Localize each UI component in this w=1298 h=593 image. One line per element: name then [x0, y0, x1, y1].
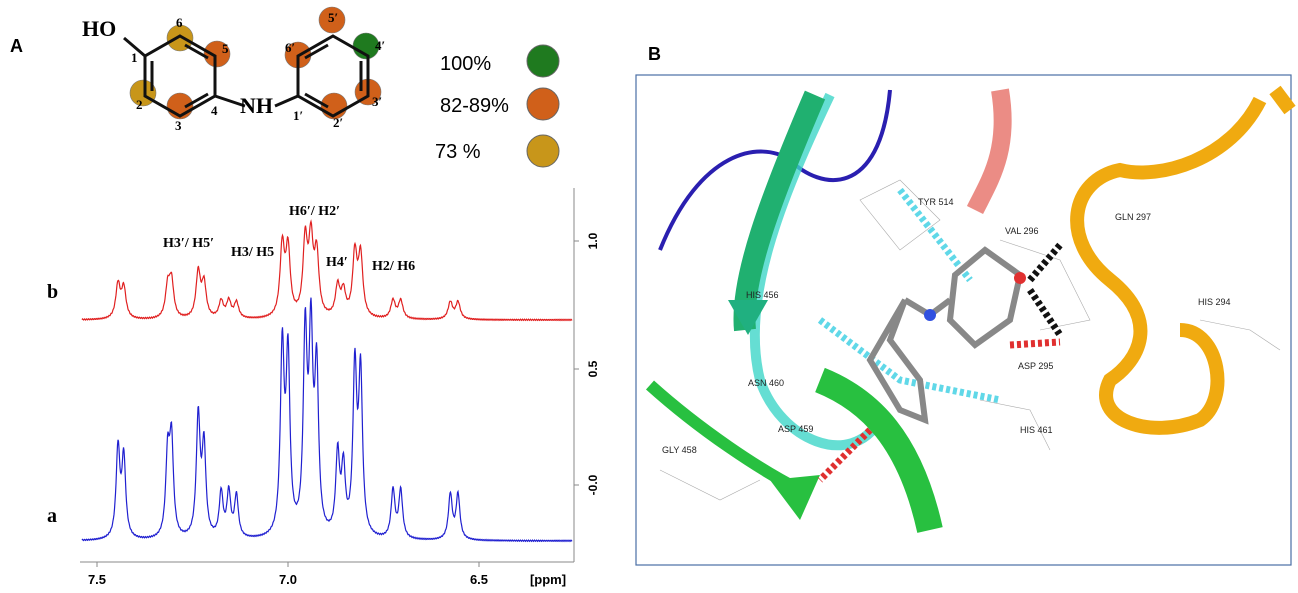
amine: NH	[240, 93, 273, 118]
y-ticks: 1.0 0.5 -0.0	[586, 232, 600, 495]
spectra-axes	[80, 188, 579, 567]
legend-label: 73 %	[435, 141, 481, 163]
residue-labels: TYR 514 VAL 296 GLN 297 HIS 456 HIS 294 …	[662, 197, 1231, 455]
position: 5	[222, 41, 229, 56]
residue-label: HIS 456	[746, 290, 779, 300]
position: 3′	[372, 94, 382, 109]
legend-label: 82-89%	[440, 95, 509, 117]
panel-label: A	[10, 36, 23, 56]
peak-label: H2/ H6	[372, 259, 415, 274]
residue-label: ASP 459	[778, 424, 813, 434]
legend-label: 100%	[440, 53, 491, 75]
position: 4′	[375, 38, 385, 53]
position: 5′	[328, 10, 338, 25]
residue-label: VAL 296	[1005, 226, 1039, 236]
panel-label: B	[648, 44, 661, 64]
position: 4	[211, 103, 218, 118]
y-tick-label: 1.0	[586, 232, 600, 249]
x-ticks: 7.5 7.0 6.5 [ppm]	[88, 572, 566, 587]
legend-swatch	[526, 44, 560, 78]
peak-label: H3′/ H5′	[163, 236, 214, 251]
residue-label: ASP 295	[1018, 361, 1053, 371]
trace-label: a	[47, 505, 57, 527]
position: 2	[136, 97, 143, 112]
trace-labels: b a H3′/ H5′ H3/ H5 H6′/ H2′ H4′ H2/ H6	[47, 204, 415, 527]
x-tick-label: 7.5	[88, 572, 106, 587]
ring-numbers: 1 2 3 4 5 6 1′ 2′ 3′ 4′ 5′ 6′	[131, 10, 385, 133]
residue-label: ASN 460	[748, 378, 784, 388]
spectrum-a	[81, 297, 573, 543]
y-tick-label: 0.5	[586, 360, 600, 377]
legend-swatch	[526, 87, 560, 121]
position: 2′	[333, 115, 343, 130]
trace-label: b	[47, 281, 58, 303]
x-tick-label: 7.0	[279, 572, 297, 587]
peak-label: H6′/ H2′	[289, 204, 340, 219]
residue-label: GLY 458	[662, 445, 697, 455]
molecule	[123, 34, 370, 118]
y-tick-label: -0.0	[586, 474, 600, 495]
peak-label: H4′	[326, 255, 348, 270]
spectrum-b	[81, 219, 573, 322]
legend: 100% 82-89% 73 %	[435, 44, 560, 168]
hydroxyl: HO	[82, 16, 116, 41]
legend-swatch	[526, 134, 560, 168]
residue-label: HIS 294	[1198, 297, 1231, 307]
position: 3	[175, 118, 182, 133]
position: 6	[176, 15, 183, 30]
docking-scene	[645, 85, 1296, 533]
x-axis-label: [ppm]	[530, 572, 566, 587]
residue-label: TYR 514	[918, 197, 954, 207]
residue-label: HIS 461	[1020, 425, 1053, 435]
position: 1′	[293, 108, 303, 123]
position: 1	[131, 50, 138, 65]
x-tick-label: 6.5	[470, 572, 488, 587]
peak-label: H3/ H5	[231, 245, 274, 260]
position: 6′	[285, 40, 295, 55]
residue-label: GLN 297	[1115, 212, 1151, 222]
